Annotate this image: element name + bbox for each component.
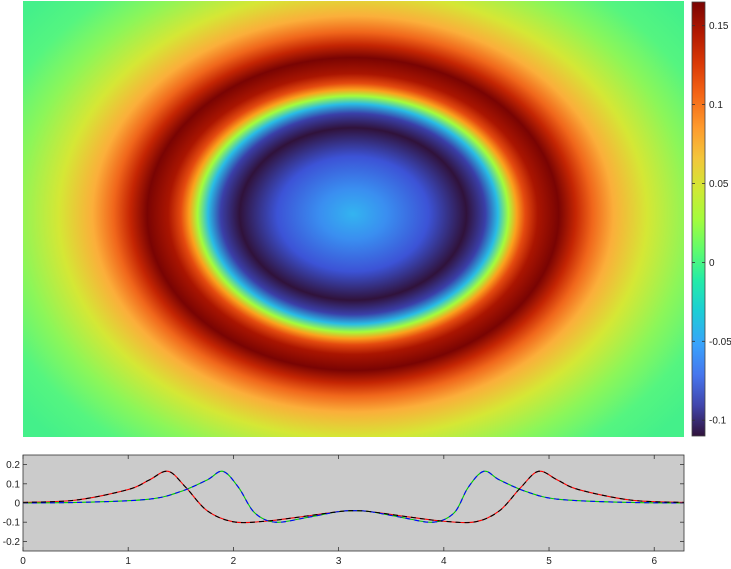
x-tick-label: 3 [336,556,342,567]
colorbar-tick-label: 0.15 [709,21,729,32]
x-tick-label: 1 [125,556,131,567]
line-plot: 0.2 0.1 0 -0.1 -0.2 0 1 2 3 4 5 6 [3,454,685,567]
colorbar: 0.15 0.1 0.05 0 -0.05 -0.1 [691,1,731,437]
line-plot-background [22,454,685,552]
series-line-3 [22,470,685,523]
line-plot-series [22,470,685,524]
line-plot-y-ticks: 0.2 0.1 0 -0.1 -0.2 [3,460,684,548]
x-tick-label: 5 [546,556,552,567]
heatmap-field [23,1,684,437]
y-tick-label: 0.1 [6,479,20,490]
y-tick-label: -0.1 [3,518,21,529]
x-tick-label: 0 [20,556,26,567]
colorbar-tick-label: -0.1 [709,416,727,427]
colorbar-ticks: 0.15 0.1 0.05 0 -0.05 -0.1 [692,21,731,427]
x-tick-label: 6 [651,556,657,567]
colorbar-tick-label: -0.05 [709,337,731,348]
y-tick-label: 0.2 [6,460,20,471]
colorbar-tick-label: 0.1 [709,100,723,111]
series-line-4 [22,470,685,524]
heatmap [23,1,684,437]
colorbar-tick-label: 0 [709,258,715,269]
x-tick-label: 4 [441,556,447,567]
colorbar-tick-label: 0.05 [709,179,729,190]
y-tick-label: -0.2 [3,537,21,548]
colorbar-scale [691,1,706,437]
line-plot-x-ticks: 0 1 2 3 4 5 6 [20,455,657,567]
x-tick-label: 2 [231,556,237,567]
y-tick-label: 0 [14,499,20,510]
